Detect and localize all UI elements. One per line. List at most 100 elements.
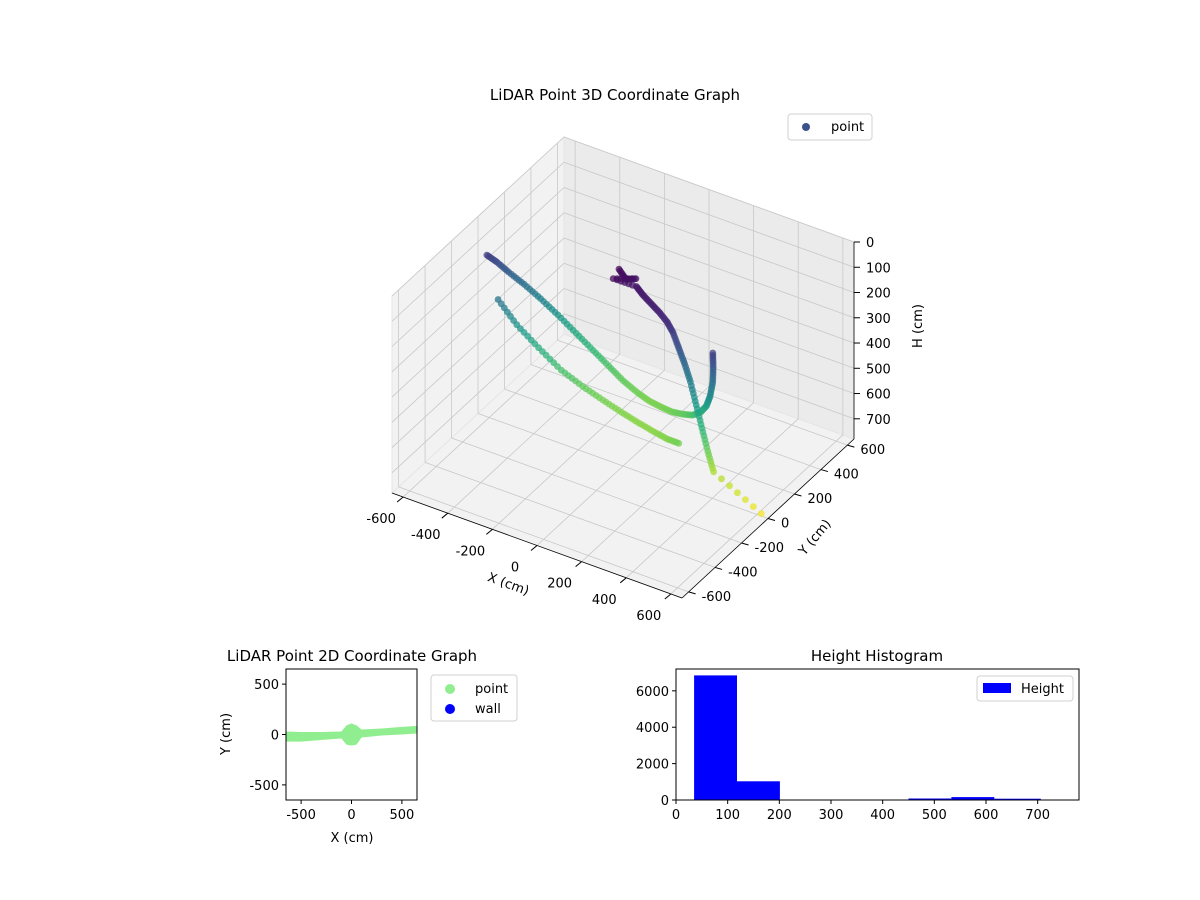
3d-x-tick-label: 600 (636, 609, 661, 624)
3d-point (742, 496, 749, 503)
histogram-bar (737, 781, 780, 800)
3d-x-tick-mark (530, 545, 538, 551)
chart-2d-legend: point wall (430, 674, 518, 722)
3d-z-tick-label: 400 (866, 337, 891, 352)
3d-z-tick-label: 300 (866, 312, 891, 327)
chart-3d-xlabel: X (cm) (485, 570, 531, 599)
3d-y-tick-label: 400 (834, 468, 859, 483)
3d-z-tick-label: 700 (866, 413, 891, 428)
3d-y-tick-label: 200 (807, 492, 832, 507)
chart-3d-zlabel: H (cm) (911, 304, 926, 348)
grid-y-floor (398, 486, 689, 593)
chart-3d-ylabel: Y (cm) (795, 517, 834, 560)
chart-2d-legend-point-marker (445, 684, 455, 694)
histogram-x-tick-label: 700 (1025, 808, 1050, 823)
3d-x-tick-label: -400 (411, 528, 441, 543)
chart-2d-x-tick-label: 0 (347, 808, 355, 823)
chart-2d-xlabel: X (cm) (331, 831, 374, 846)
grid-y-floor (557, 339, 848, 446)
3d-x-tick-mark (486, 528, 493, 535)
histogram-x-tick-label: 100 (715, 808, 740, 823)
histogram-x-tick-label: 200 (767, 808, 792, 823)
chart-2d-legend-wall-label: wall (475, 702, 501, 717)
chart-2d-y-tick-label: -500 (249, 779, 279, 794)
chart-2d-legend-wall-marker (445, 704, 455, 714)
chart-3d-legend-label: point (831, 120, 864, 135)
chart-2d: LiDAR Point 2D Coordinate Graph -500 0 500… (219, 647, 518, 846)
grid-z-back (563, 161, 855, 268)
grid-y-floor (424, 462, 716, 568)
grid-z-left (391, 313, 565, 474)
chart-2d-ylabel: Y (cm) (219, 713, 234, 756)
chart-2d-title: LiDAR Point 2D Coordinate Graph (227, 647, 477, 665)
grid-y-floor (477, 413, 769, 519)
grid-z-left (391, 161, 565, 322)
3d-point (757, 510, 765, 517)
3d-y-tick-label: -400 (728, 565, 758, 580)
grid-y-floor (504, 388, 795, 495)
3d-y-tick-label: 0 (781, 517, 789, 532)
grid-z-left (391, 187, 565, 347)
histogram-y-tick-label: 4000 (636, 721, 669, 736)
3d-x-tick-label: 200 (547, 577, 572, 592)
3d-points (483, 251, 765, 517)
3d-y-tick-mark (847, 444, 855, 448)
histogram-bar (951, 797, 995, 800)
3d-y-tick-mark (714, 566, 723, 570)
histogram-y-tick-label: 6000 (636, 685, 669, 700)
chart-3d-legend: point (787, 113, 873, 141)
chart-2d-y-tick-label: 0 (271, 729, 279, 744)
grid-z-back (563, 136, 855, 243)
3d-x-tick-label: -200 (456, 544, 486, 559)
histogram-x-tick-label: 300 (819, 808, 844, 823)
3d-x-tick-mark (664, 593, 672, 600)
3d-point (709, 349, 717, 357)
histogram-y-tick-label: 2000 (636, 758, 669, 773)
grid-z-back (563, 313, 855, 420)
3d-point (734, 489, 741, 497)
3d-point (710, 468, 717, 476)
grid-z-left (391, 237, 565, 398)
histogram-x-tick-label: 400 (870, 808, 895, 823)
3d-ticks: -600-400-2000200400600-600-400-200020040… (366, 236, 890, 624)
3d-y-tick-mark (820, 469, 829, 473)
grid-z-left (391, 212, 565, 373)
3d-x-tick-label: 0 (511, 561, 519, 576)
grid-z-back (563, 212, 855, 319)
chart-2d-legend-point-label: point (475, 682, 508, 697)
3d-x-tick-label: 400 (592, 593, 617, 608)
chart-3d-legend-box (787, 113, 873, 141)
chart-3d-title: LiDAR Point 3D Coordinate Graph (490, 86, 740, 104)
3d-z-tick-label: 100 (866, 261, 891, 276)
chart-2d-x-tick-label: 500 (389, 808, 414, 823)
3d-x-tick-mark (396, 496, 404, 503)
chart-2d-x-tick-label: -500 (286, 808, 316, 823)
3d-z-tick-label: 0 (866, 236, 874, 251)
3d-y-tick-label: -600 (702, 590, 732, 605)
3d-y-tick-mark (794, 493, 802, 497)
histogram-x-tick-label: 600 (974, 808, 999, 823)
3d-x-tick-label: -600 (366, 512, 396, 527)
3d-z-tick-label: 500 (866, 362, 891, 377)
histogram-frame (675, 668, 1080, 801)
3d-point (718, 475, 725, 483)
3d-z-tick-label: 600 (866, 388, 891, 403)
histogram-bar (994, 798, 1041, 800)
3d-x-tick-mark (619, 577, 627, 584)
3d-x-tick-mark (441, 512, 449, 519)
histogram-ticks: 0 100 200 300 400 500 600 700 0 2000 4000 6000 (636, 685, 1050, 823)
grid-z-back (563, 237, 855, 344)
histogram-x-tick-label: 500 (922, 808, 947, 823)
3d-point (675, 439, 683, 447)
3d-y-tick-label: -200 (755, 541, 785, 556)
histogram-title: Height Histogram (811, 647, 943, 665)
grid-z-left (391, 136, 565, 297)
3d-y-tick-label: 600 (860, 443, 885, 458)
3d-x-tick-mark (575, 561, 582, 568)
histogram-legend: Height (976, 675, 1074, 702)
chart-3d-legend-marker (802, 123, 810, 131)
grid-z-back (563, 187, 855, 293)
histogram-y-tick-label: 0 (661, 794, 669, 809)
chart-2d-y-tick-label: 500 (254, 678, 279, 693)
